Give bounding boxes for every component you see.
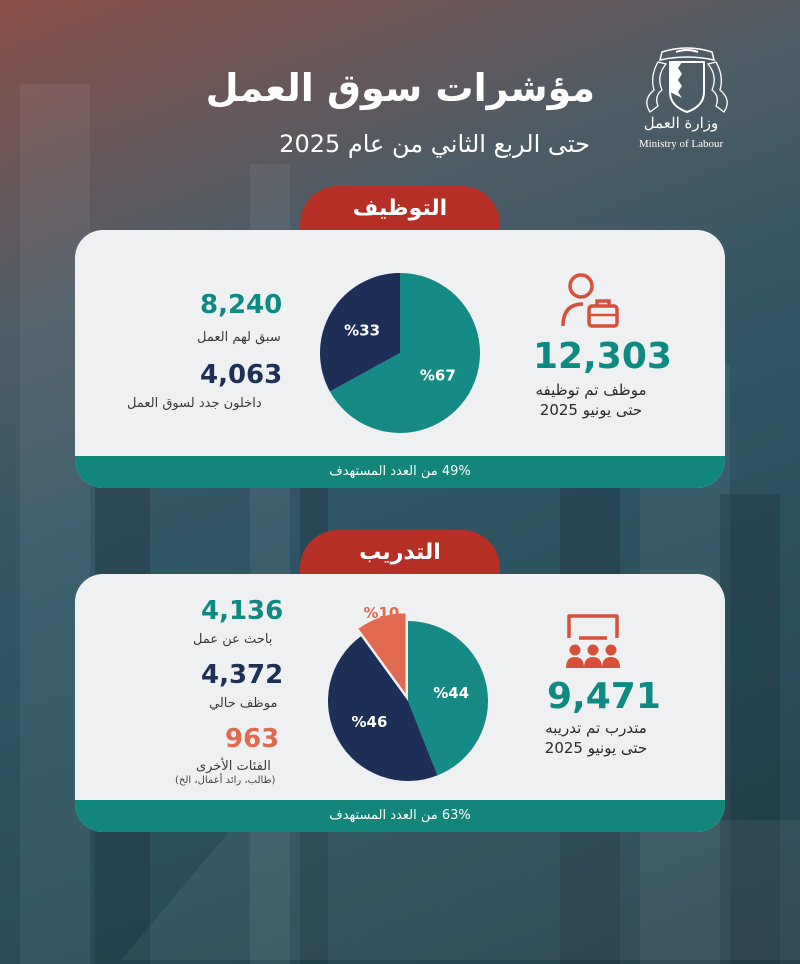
logo-english-text: Ministry of Labour [638,138,724,150]
employment-item-label: داخلون جدد لسوق العمل [127,396,262,411]
employee-icon [561,273,619,328]
pie-slice-label: %33 [344,322,380,340]
training-total-date: حتى يونيو 2025 [544,739,648,757]
logo-arabic-text: وزارة العمل [643,114,719,132]
pie-slice [408,621,488,776]
employment-item-label: سبق لهم العمل [197,330,281,345]
training-tab: التدريب [300,530,500,580]
training-pie-chart: %44 %46 %10 [328,604,488,781]
pie-slice-label: %44 [433,684,469,702]
training-item-value: 963 [225,724,280,754]
training-item-label: باحث عن عمل [193,632,273,647]
page-subtitle: حتى الربع الثاني من عام 2025 [279,130,590,158]
training-item-value: 4,372 [201,660,284,690]
pie-slice-label: %46 [351,713,387,731]
training-item-label: الفئات الأخرى [196,759,271,774]
training-item-sublabel: (طالب، رائد أعمال، الخ) [175,775,276,786]
employment-total-date: حتى يونيو 2025 [539,401,643,419]
training-total-label: متدرب تم تدريبه [545,719,647,737]
ministry-emblem-icon [646,47,728,114]
pie-slice [328,636,438,781]
employment-tab: التوظيف [300,186,500,236]
employment-item-value: 8,240 [200,290,283,320]
training-item-label: موظف حالي [209,696,278,711]
employment-card: 8,240 سبق لهم العمل 4,063 داخلون جدد لسو… [75,230,725,488]
training-total-value: 9,471 [547,676,661,717]
page-title: مؤشرات سوق العمل [205,66,595,110]
employment-item-value: 4,063 [200,360,283,390]
pie-slice [358,613,406,694]
employment-pie-chart: %67 %33 [320,273,480,433]
employment-total-label: موظف تم توظيفه [535,381,647,399]
training-item-value: 4,136 [201,596,284,626]
pie-slice-label: %10 [363,604,399,622]
pie-slice [329,273,480,433]
pie-slice [320,273,400,392]
employment-target-bar: 49% من العدد المستهدف [75,456,725,488]
employment-total-value: 12,303 [533,336,672,377]
training-card: 4,136 باحث عن عمل 4,372 موظف حالي 963 ال… [75,574,725,832]
training-target-bar: 63% من العدد المستهدف [75,800,725,832]
training-group-icon [566,614,620,668]
pie-slice-label: %67 [420,366,456,384]
